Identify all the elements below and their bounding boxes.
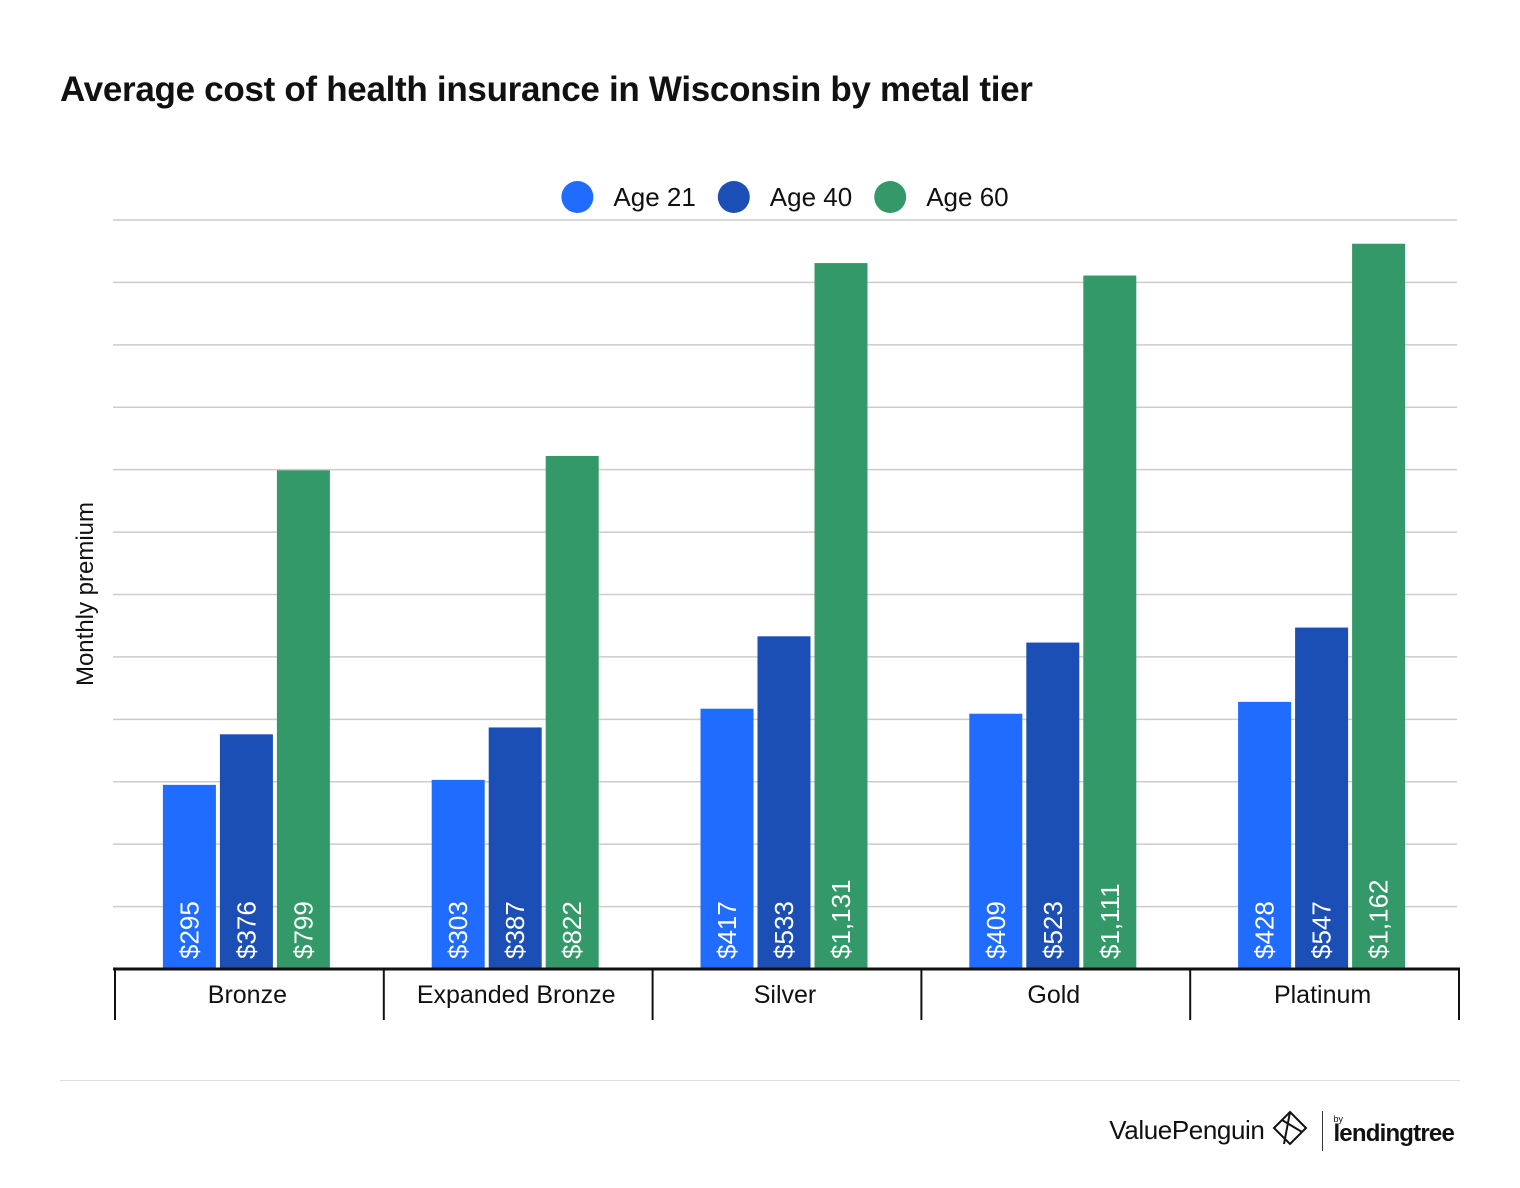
bar <box>1352 243 1406 970</box>
bar-value-label: $822 <box>557 901 587 959</box>
valuepenguin-logo-icon <box>1272 1110 1308 1151</box>
bar-value-label: $1,162 <box>1364 879 1394 959</box>
x-tick-label: Expanded Bronze <box>417 981 616 1009</box>
bar <box>488 727 542 969</box>
bar <box>276 470 330 969</box>
legend-label: Age 60 <box>926 182 1008 212</box>
bar-value-label: $523 <box>1038 901 1068 959</box>
bar-chart: Age 21 Age 40 Age 60 Monthly premium $295 $… <box>72 181 1460 1020</box>
bar-value-label: $533 <box>769 901 799 959</box>
bar-value-label: $409 <box>981 901 1011 959</box>
x-tick-label: Silver <box>754 981 817 1009</box>
bar <box>814 263 868 969</box>
bar-value-label: $799 <box>288 901 318 959</box>
bar-value-label: $387 <box>500 901 530 959</box>
legend-label: Age 40 <box>770 182 852 212</box>
bar <box>757 636 811 969</box>
x-tick-label: Platinum <box>1274 981 1371 1009</box>
bar-value-label: $1,111 <box>1095 883 1125 959</box>
partner-by: by <box>1333 1113 1343 1124</box>
bar-value-label: $428 <box>1250 901 1280 959</box>
bar-value-label: $547 <box>1307 901 1337 959</box>
legend-label: Age 21 <box>613 182 695 212</box>
bar-value-label: $303 <box>443 901 473 959</box>
partner-name: lendingtree <box>1333 1119 1454 1147</box>
brand-logo: ValuePenguin by lendingtree <box>1109 1110 1455 1151</box>
bar-value-label: $376 <box>231 901 261 959</box>
bar <box>219 734 273 969</box>
x-axis: Bronze Expanded Bronze Silver Gold Platinum <box>113 967 1460 1020</box>
legend-swatch <box>874 181 907 213</box>
legend-swatch <box>561 181 594 213</box>
bar <box>700 708 754 969</box>
partner-logo: by lendingtree <box>1333 1114 1454 1148</box>
bar <box>1295 627 1349 969</box>
bar <box>969 713 1023 969</box>
bar-value-label: $295 <box>174 901 204 959</box>
chart-title: Average cost of health insurance in Wisc… <box>60 70 1033 109</box>
bar-value-label: $1,131 <box>826 879 856 959</box>
footer-divider <box>60 1080 1460 1081</box>
bar-value-label: $417 <box>712 901 742 959</box>
bar <box>1083 275 1137 969</box>
bars: $295 $376 $799 $303 $387 $822 $417 $533 $1,131 $4… <box>162 243 1406 970</box>
bar <box>1238 701 1292 969</box>
y-axis-label: Monthly premium <box>72 502 99 686</box>
brand-name: ValuePenguin <box>1109 1115 1265 1145</box>
bar <box>431 779 485 969</box>
brand-separator <box>1322 1110 1324 1151</box>
bar <box>1026 642 1080 969</box>
bar <box>162 784 216 969</box>
x-tick-label: Gold <box>1027 981 1080 1009</box>
chart-legend: Age 21 Age 40 Age 60 <box>561 181 1009 213</box>
x-tick-label: Bronze <box>208 981 287 1009</box>
bar <box>545 455 599 969</box>
legend-swatch <box>717 181 750 213</box>
